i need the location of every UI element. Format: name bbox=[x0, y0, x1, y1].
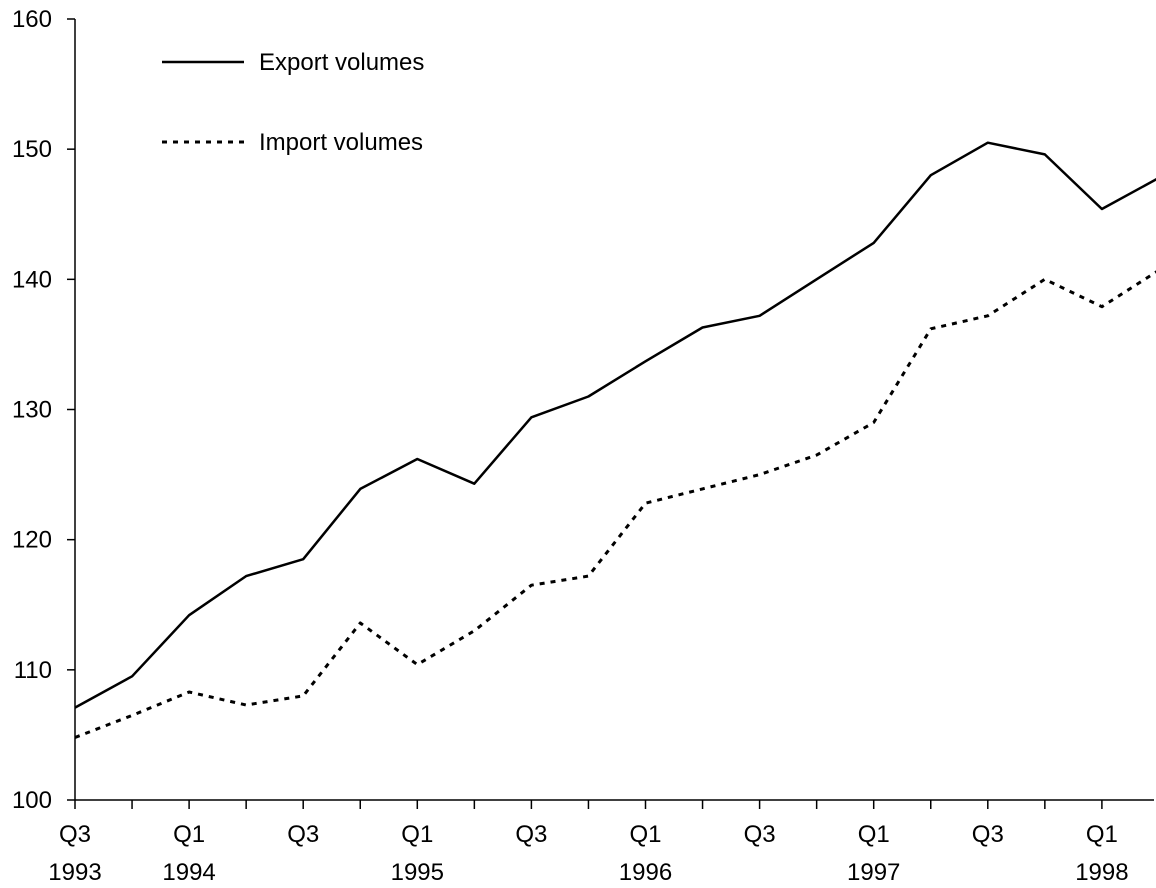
x-tick-label-quarter: Q1 bbox=[401, 821, 433, 848]
y-tick-label: 110 bbox=[14, 657, 52, 684]
x-tick-label-quarter: Q3 bbox=[972, 821, 1004, 848]
x-tick-label-year: 1997 bbox=[847, 859, 900, 886]
export-legend-label: Export volumes bbox=[259, 49, 424, 76]
y-tick-label: 130 bbox=[12, 397, 52, 424]
x-tick-label-quarter: Q1 bbox=[173, 821, 205, 848]
y-tick-label: 150 bbox=[12, 136, 52, 163]
x-tick-label-quarter: Q3 bbox=[744, 821, 776, 848]
axes: 100 110 120 130 140 150 160 Q3 1993 Q1 1994 Q3 Q1 199… bbox=[12, 6, 1154, 886]
y-tick-label: 100 bbox=[12, 787, 52, 814]
x-tick-label-year: 1996 bbox=[619, 859, 672, 886]
x-tick-label-quarter: Q3 bbox=[287, 821, 319, 848]
y-tick-label: 120 bbox=[12, 527, 52, 554]
x-tick-label-quarter: Q1 bbox=[1086, 821, 1118, 848]
x-tick-label-year: 1994 bbox=[162, 859, 215, 886]
series-layer bbox=[74, 141, 1156, 739]
import-volumes-line bbox=[74, 270, 1156, 739]
x-tick-label-year: 1995 bbox=[391, 859, 444, 886]
x-tick-label-quarter: Q1 bbox=[629, 821, 661, 848]
export-volumes-line bbox=[74, 141, 1156, 709]
x-tick-label-year: 1993 bbox=[48, 859, 101, 886]
y-tick-label: 160 bbox=[12, 6, 52, 33]
import-legend-label: Import volumes bbox=[259, 129, 423, 156]
y-tick-label: 140 bbox=[12, 266, 52, 293]
legend: Export volumes Import volumes bbox=[162, 49, 424, 156]
x-tick-label-quarter: Q1 bbox=[858, 821, 890, 848]
x-tick-label-year: 1998 bbox=[1075, 859, 1128, 886]
x-tick-label-quarter: Q3 bbox=[59, 821, 91, 848]
x-tick-label-quarter: Q3 bbox=[515, 821, 547, 848]
